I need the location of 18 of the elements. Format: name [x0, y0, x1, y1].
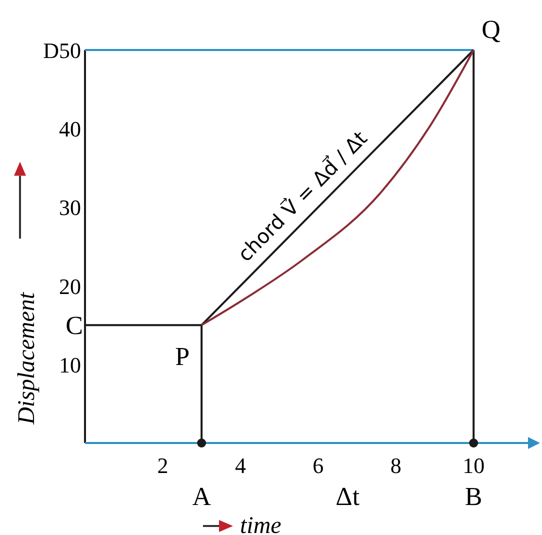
x-tick-label: 8 — [390, 453, 402, 478]
y-tick-label: 40 — [59, 116, 81, 142]
annotation: B — [464, 482, 482, 511]
y-tick-label: 10 — [59, 352, 81, 378]
annotation: A — [192, 482, 212, 511]
x-tick-label: 6 — [312, 453, 324, 478]
y-tick-label: D50 — [43, 38, 81, 63]
y-tick-label: 20 — [59, 274, 81, 299]
x-tick-label: 4 — [234, 453, 246, 478]
x-axis-title: time — [240, 513, 282, 535]
annotation: Q — [482, 15, 501, 44]
annotation: C — [66, 311, 83, 340]
y-tick-label: 30 — [59, 195, 81, 220]
text: Δt — [336, 482, 360, 511]
x-tick-label: 10 — [462, 453, 485, 478]
annotation: P — [175, 342, 190, 372]
y-axis-title: Displacement — [14, 291, 40, 426]
x-tick-label: 2 — [157, 453, 168, 478]
